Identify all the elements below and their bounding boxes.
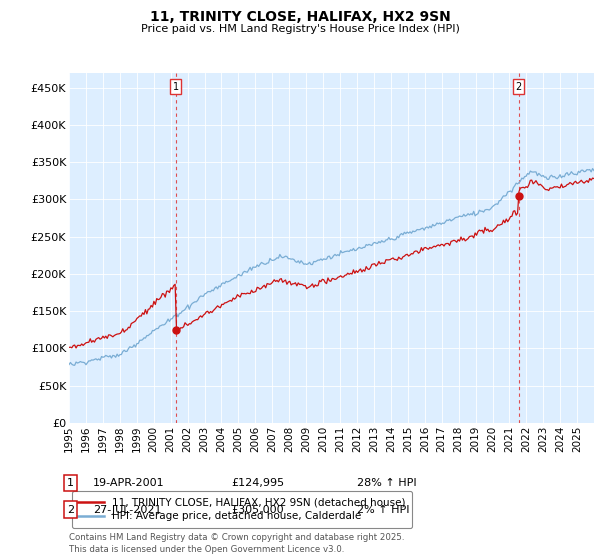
- Text: 2: 2: [515, 82, 522, 91]
- Text: 1: 1: [67, 478, 74, 488]
- Text: 2: 2: [67, 505, 74, 515]
- Text: 2% ↑ HPI: 2% ↑ HPI: [357, 505, 409, 515]
- Text: 28% ↑ HPI: 28% ↑ HPI: [357, 478, 416, 488]
- Legend: 11, TRINITY CLOSE, HALIFAX, HX2 9SN (detached house), HPI: Average price, detach: 11, TRINITY CLOSE, HALIFAX, HX2 9SN (det…: [71, 491, 412, 528]
- Text: 27-JUL-2021: 27-JUL-2021: [93, 505, 161, 515]
- Text: 19-APR-2001: 19-APR-2001: [93, 478, 164, 488]
- Text: 1: 1: [173, 82, 179, 91]
- Text: Price paid vs. HM Land Registry's House Price Index (HPI): Price paid vs. HM Land Registry's House …: [140, 24, 460, 34]
- Text: 11, TRINITY CLOSE, HALIFAX, HX2 9SN: 11, TRINITY CLOSE, HALIFAX, HX2 9SN: [149, 10, 451, 24]
- Text: £124,995: £124,995: [231, 478, 284, 488]
- Text: £305,000: £305,000: [231, 505, 284, 515]
- Text: Contains HM Land Registry data © Crown copyright and database right 2025.
This d: Contains HM Land Registry data © Crown c…: [69, 533, 404, 554]
